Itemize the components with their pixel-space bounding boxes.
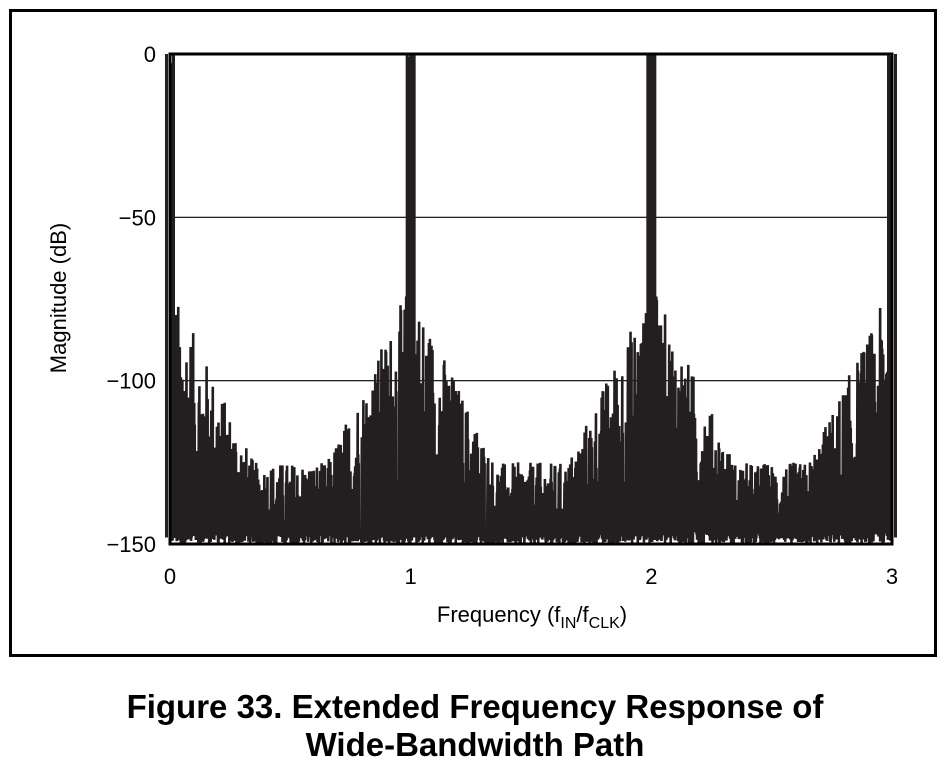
y-tick-labels: 0 −50 −100 −150 [106,42,156,557]
chart: 0 −50 −100 −150 0 1 2 3 Magnitude (dB) Frequen… [46,42,898,632]
caption-line-2: Wide-Bandwidth Path [305,726,645,763]
plot-area-border [168,52,894,546]
y-tick-label: −100 [106,369,156,394]
y-axis-title: Magnitude (dB) [46,223,71,373]
x-axis-title-end: ) [620,602,627,627]
y-tick-label: −150 [106,532,156,557]
x-axis-title-base: Frequency (f [437,602,561,627]
figure-caption: Figure 33. Extended Frequency Response o… [0,688,950,764]
magnitude-trace [168,54,894,546]
x-axis-title: Frequency (fIN/fCLK) [437,602,627,632]
x-tick-label: 3 [886,564,898,589]
x-axis-title-sub-in: IN [560,615,576,632]
response-trace [165,54,897,546]
grid-lines [170,216,892,382]
x-tick-label: 0 [164,564,176,589]
x-tick-label: 1 [405,564,417,589]
chart-frame [9,9,937,657]
x-axis-title-mid: /f [576,602,589,627]
y-tick-label: 0 [144,42,156,67]
x-tick-label: 2 [645,564,657,589]
caption-line-1: Figure 33. Extended Frequency Response o… [126,688,824,725]
x-tick-labels: 0 1 2 3 [164,564,898,589]
x-axis-title-sub-clk: CLK [589,615,620,632]
y-tick-label: −50 [119,205,156,230]
